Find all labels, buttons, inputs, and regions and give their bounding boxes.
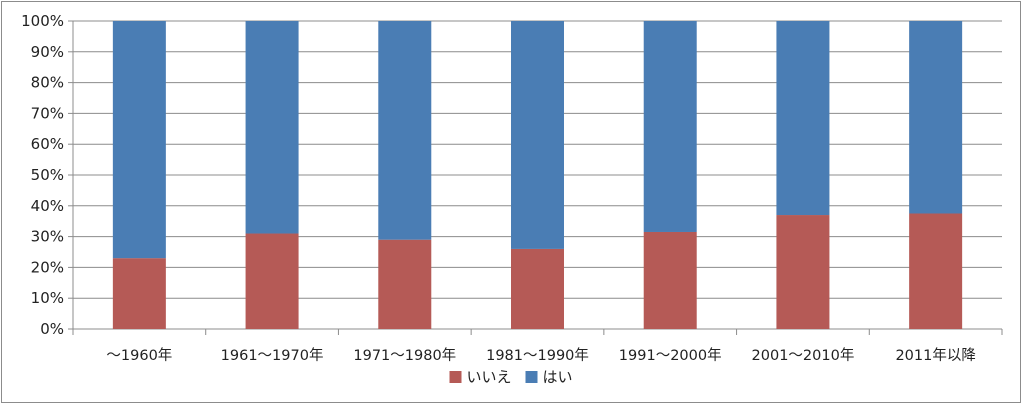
x-tick-label: ～1960年 [106,347,172,364]
y-tick-label: 70% [31,104,64,122]
x-tick-label: 2011年以降 [895,347,975,364]
bar-segment-series-1 [245,233,299,329]
bar-segment-series-1 [776,215,830,329]
bar-segment-series-1 [511,248,564,329]
x-tick-label: 1971～1980年 [353,347,456,364]
bars [112,21,963,329]
bar-segment-series-2 [245,21,299,234]
y-tick-label: 20% [31,258,64,276]
y-tick-label: 100% [21,12,64,30]
x-tick-label: 1981～1990年 [486,347,589,364]
y-tick-label: 80% [31,74,64,92]
x-axis-tick-labels: ～1960年 1961～1970年 1971～1980年 1981～1990年 1991… [106,347,975,364]
legend-label: はい [543,368,573,386]
x-tick-label: 1961～1970年 [221,347,324,364]
legend-label: いいえ [467,368,512,386]
y-tick-label: 30% [31,228,64,246]
legend: いいえ はい [449,368,573,386]
bar-segment-series-1 [909,213,963,329]
y-tick-label: 90% [31,43,64,61]
bar-segment-series-2 [511,21,564,249]
y-tick-label: 50% [31,166,64,184]
bar-segment-series-1 [378,239,432,329]
bar-segment-series-2 [643,21,697,232]
legend-swatch [525,371,538,383]
x-tick-label: 1991～2000年 [619,347,722,364]
y-tick-label: 0% [40,320,64,338]
bar-segment-series-2 [776,21,830,216]
y-tick-label: 60% [31,135,64,153]
y-axis-tick-labels: 0% 10% 20% 30% 40% 50% 60% 70% 80% 90% 100% [21,12,64,338]
bar-segment-series-2 [112,21,166,259]
bar-segment-series-2 [378,21,432,240]
y-tick-label: 10% [31,289,64,307]
bar-segment-series-1 [112,258,166,329]
y-tick-label: 40% [31,197,64,215]
x-tick-label: 2001～2010年 [752,347,855,364]
bar-segment-series-1 [643,231,697,329]
bar-segment-series-2 [909,21,963,214]
legend-swatch [449,371,462,383]
